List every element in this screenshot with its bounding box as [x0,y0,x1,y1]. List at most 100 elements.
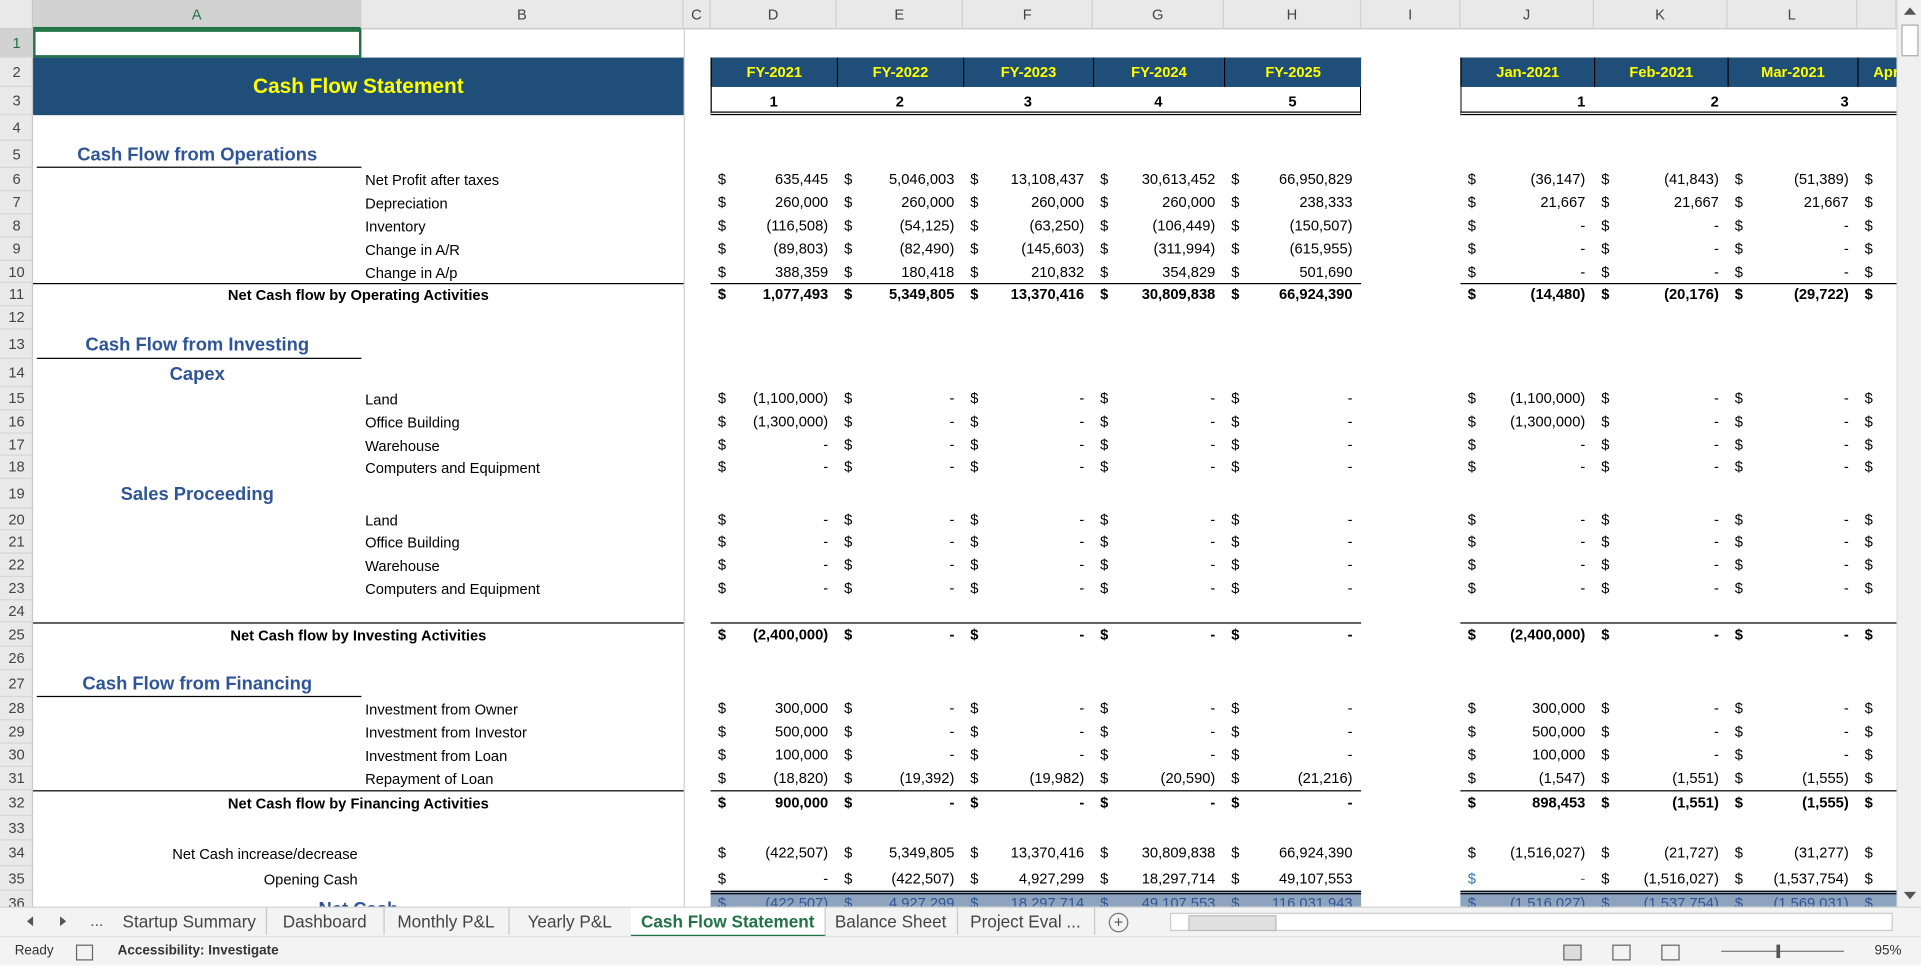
row-header[interactable]: 18 [0,456,34,480]
sheet-tab[interactable]: Balance Sheet [825,907,959,935]
row-header[interactable]: 11 [0,283,34,307]
row-header[interactable]: 1 [0,29,34,58]
currency-symbol: $ [970,263,979,281]
row-header[interactable]: 27 [0,670,34,698]
line-item: Change in A/R [365,241,460,259]
net-cash-fill [1460,890,1897,907]
row-header[interactable]: 29 [0,720,34,744]
amount-cell: 5,349,805 [888,844,955,862]
vertical-scrollbar[interactable] [1896,0,1921,907]
h-scroll-thumb[interactable] [1188,915,1277,932]
tab-overflow[interactable]: ... [90,911,104,930]
column-header[interactable]: B [361,0,684,30]
zoom-level[interactable]: 95% [1874,943,1902,959]
page-layout-icon[interactable] [1612,944,1631,961]
row-header[interactable]: 9 [0,238,34,261]
currency-symbol: $ [1467,170,1476,188]
row-header[interactable]: 15 [0,387,34,411]
zoom-thumb[interactable] [1776,944,1781,959]
amount-cell: - [1210,793,1216,812]
sheet-tab[interactable]: Project Eval ... [957,907,1096,935]
column-header[interactable]: G [1093,0,1224,30]
column-header[interactable]: A [33,0,362,30]
row-header[interactable]: 21 [0,530,34,554]
select-all-corner[interactable] [0,0,34,30]
tab-options[interactable] [1147,908,1157,935]
amount-cell: - [1210,722,1216,740]
row-header[interactable]: 17 [0,434,34,456]
column-header[interactable]: J [1460,0,1594,30]
scroll-thumb[interactable] [1901,24,1919,57]
row-header[interactable]: 13 [0,330,34,359]
tab-prev-arrow[interactable] [26,916,34,927]
column-header[interactable]: F [963,0,1093,30]
row-header[interactable]: 14 [0,359,34,388]
row-header[interactable]: 34 [0,840,34,867]
row-header[interactable]: 8 [0,214,34,238]
active-cell[interactable] [33,29,362,58]
row-header[interactable]: 23 [0,577,34,601]
row-header[interactable]: 12 [0,306,34,330]
sheet-tab[interactable]: Yearly P&L [508,907,633,935]
row-header[interactable]: 4 [0,115,34,141]
amount-cell: - [1843,699,1849,717]
row-header[interactable]: 35 [0,866,34,891]
sheet-tab[interactable]: Monthly P&L [383,907,510,935]
amount-cell: - [1210,556,1216,574]
row-header[interactable]: 20 [0,508,34,531]
row-header[interactable]: 24 [0,600,34,623]
row-header[interactable]: 10 [0,261,34,284]
row-header[interactable]: 16 [0,410,34,434]
amount-cell: - [949,699,955,717]
sheet-tab[interactable]: Startup Summary [113,907,268,935]
status-bar: Ready Accessibility: Investigate 95% [0,935,1921,966]
sheet-tab[interactable]: Dashboard [266,907,385,935]
row-header[interactable]: 5 [0,141,34,168]
sheet-tab[interactable]: Cash Flow Statement [630,907,826,938]
currency-symbol: $ [1864,626,1873,644]
row-header[interactable]: 3 [0,87,34,116]
row-header[interactable]: 32 [0,790,34,816]
horizontal-scrollbar[interactable] [1169,912,1893,932]
currency-symbol: $ [844,532,853,551]
row-header[interactable]: 28 [0,697,34,721]
amount-cell: - [1843,436,1849,454]
currency-symbol: $ [717,510,727,529]
accessibility-status[interactable]: Accessibility: Investigate [117,943,279,959]
add-sheet-button[interactable]: + [1108,912,1129,933]
row-header[interactable]: 7 [0,191,34,215]
row-header[interactable]: 2 [0,58,34,87]
cell-border [710,622,1362,624]
zoom-slider[interactable] [1721,950,1844,952]
scroll-down-arrow[interactable] [1903,891,1917,900]
column-header[interactable]: D [711,0,837,30]
currency-symbol: $ [1734,579,1743,597]
amount-cell: - [1580,510,1586,529]
column-header[interactable]: C [684,0,711,30]
currency-symbol: $ [970,193,979,211]
row-header[interactable]: 25 [0,622,34,647]
row-header[interactable]: 33 [0,816,34,841]
column-header[interactable]: I [1361,0,1461,30]
column-header[interactable] [1857,0,1897,30]
row-header[interactable]: 26 [0,647,34,671]
page-break-icon[interactable] [1661,944,1680,961]
scroll-up-arrow[interactable] [1903,7,1917,15]
row-header[interactable]: 22 [0,554,34,578]
amount-cell: 30,613,452 [1141,170,1216,188]
tab-next-arrow[interactable] [60,916,67,927]
month-number: 2 [1710,93,1719,111]
column-header[interactable]: H [1224,0,1362,30]
column-header[interactable]: L [1727,0,1858,30]
row-header[interactable]: 31 [0,767,34,791]
macro-icon[interactable] [75,944,94,961]
normal-view-icon[interactable] [1563,944,1582,961]
currency-symbol: $ [970,170,979,188]
row-header[interactable]: 19 [0,479,34,509]
column-header[interactable]: K [1594,0,1728,30]
amount-cell: (1,537,754) [1773,869,1849,887]
row-header[interactable]: 36 [0,891,33,906]
row-header[interactable]: 6 [0,168,34,192]
row-header[interactable]: 30 [0,744,34,767]
column-header[interactable]: E [837,0,963,30]
